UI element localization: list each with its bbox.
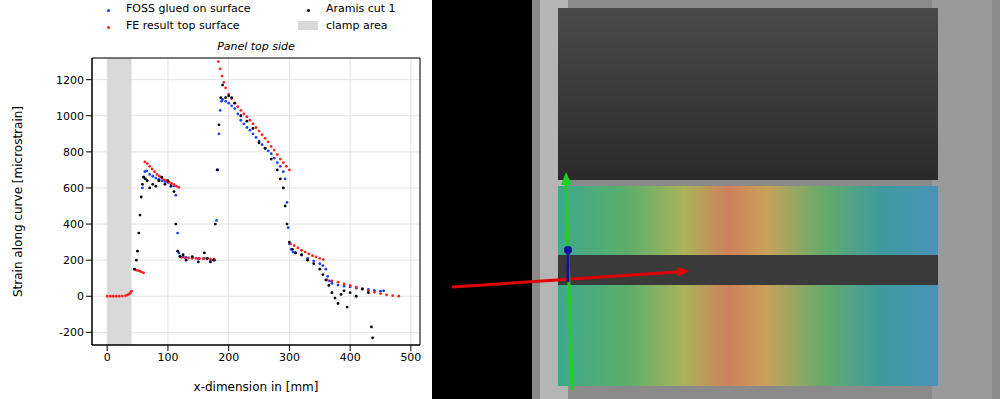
html-text:Aramis cut 1: Aramis cut 1 (326, 2, 396, 15)
html-text:Panel top side: Panel top side (217, 40, 295, 53)
svg-text:200: 200 (63, 254, 84, 267)
svg-text:100: 100 (157, 351, 178, 364)
html-text:FOSS glued on surface: FOSS glued on surface (126, 2, 251, 15)
svg-text:400: 400 (63, 218, 84, 231)
svg-text:-200: -200 (59, 326, 84, 339)
svg-text:800: 800 (63, 146, 84, 159)
html-text:FE result top surface: FE result top surface (126, 19, 240, 32)
svg-text:600: 600 (63, 182, 84, 195)
svg-text:Strain along curve [microstrai: Strain along curve [microstrain] (11, 106, 25, 297)
svg-text:0: 0 (104, 351, 111, 364)
svg-text:300: 300 (279, 351, 300, 364)
svg-text:1000: 1000 (56, 110, 84, 123)
svg-text:x-dimension in [mm]: x-dimension in [mm] (194, 380, 319, 394)
svg-text:200: 200 (218, 351, 239, 364)
svg-text:0: 0 (77, 290, 84, 303)
svg-text:1200: 1200 (56, 74, 84, 87)
html-text:clamp area: clamp area (326, 19, 388, 32)
svg-text:400: 400 (340, 351, 361, 364)
svg-text:500: 500 (400, 351, 421, 364)
